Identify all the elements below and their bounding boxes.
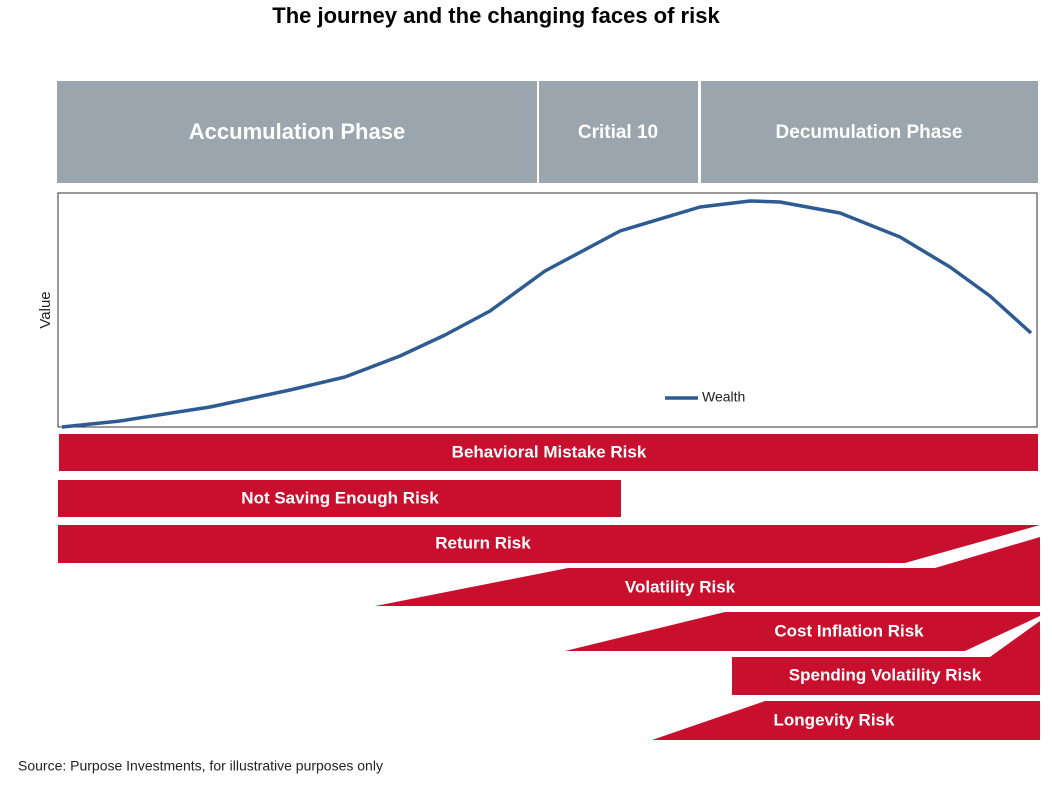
risk-label: Cost Inflation Risk [774, 621, 924, 640]
risk-bar [58, 480, 621, 517]
risk-bar [652, 701, 1040, 740]
phase-box [57, 81, 537, 183]
risk-label: Spending Volatility Risk [789, 665, 982, 684]
chart-frame [57, 192, 1038, 428]
risk-label: Volatility Risk [625, 577, 736, 596]
title: The journey and the changing faces of ri… [272, 3, 720, 28]
phase-label: Accumulation Phase [189, 119, 405, 144]
legend-label: Wealth [702, 389, 745, 405]
axis-label: Value [37, 291, 54, 328]
risk-bar [59, 434, 1038, 471]
risk-bar [732, 621, 1040, 695]
risk-label: Not Saving Enough Risk [241, 488, 439, 507]
risk-bar [375, 537, 1040, 606]
phase-label: Decumulation Phase [776, 122, 963, 143]
risk-label: Behavioral Mistake Risk [452, 442, 647, 461]
phase-box [539, 81, 698, 183]
risk-label: Longevity Risk [774, 710, 895, 729]
risk-bar [58, 525, 1040, 563]
wealth-curve [61, 199, 1033, 429]
phase-label: Critial 10 [578, 122, 658, 143]
source-note: Source: Purpose Investments, for illustr… [18, 758, 383, 774]
risk-bar [565, 612, 1040, 651]
phase-box [701, 81, 1038, 183]
risk-label: Return Risk [435, 533, 531, 552]
